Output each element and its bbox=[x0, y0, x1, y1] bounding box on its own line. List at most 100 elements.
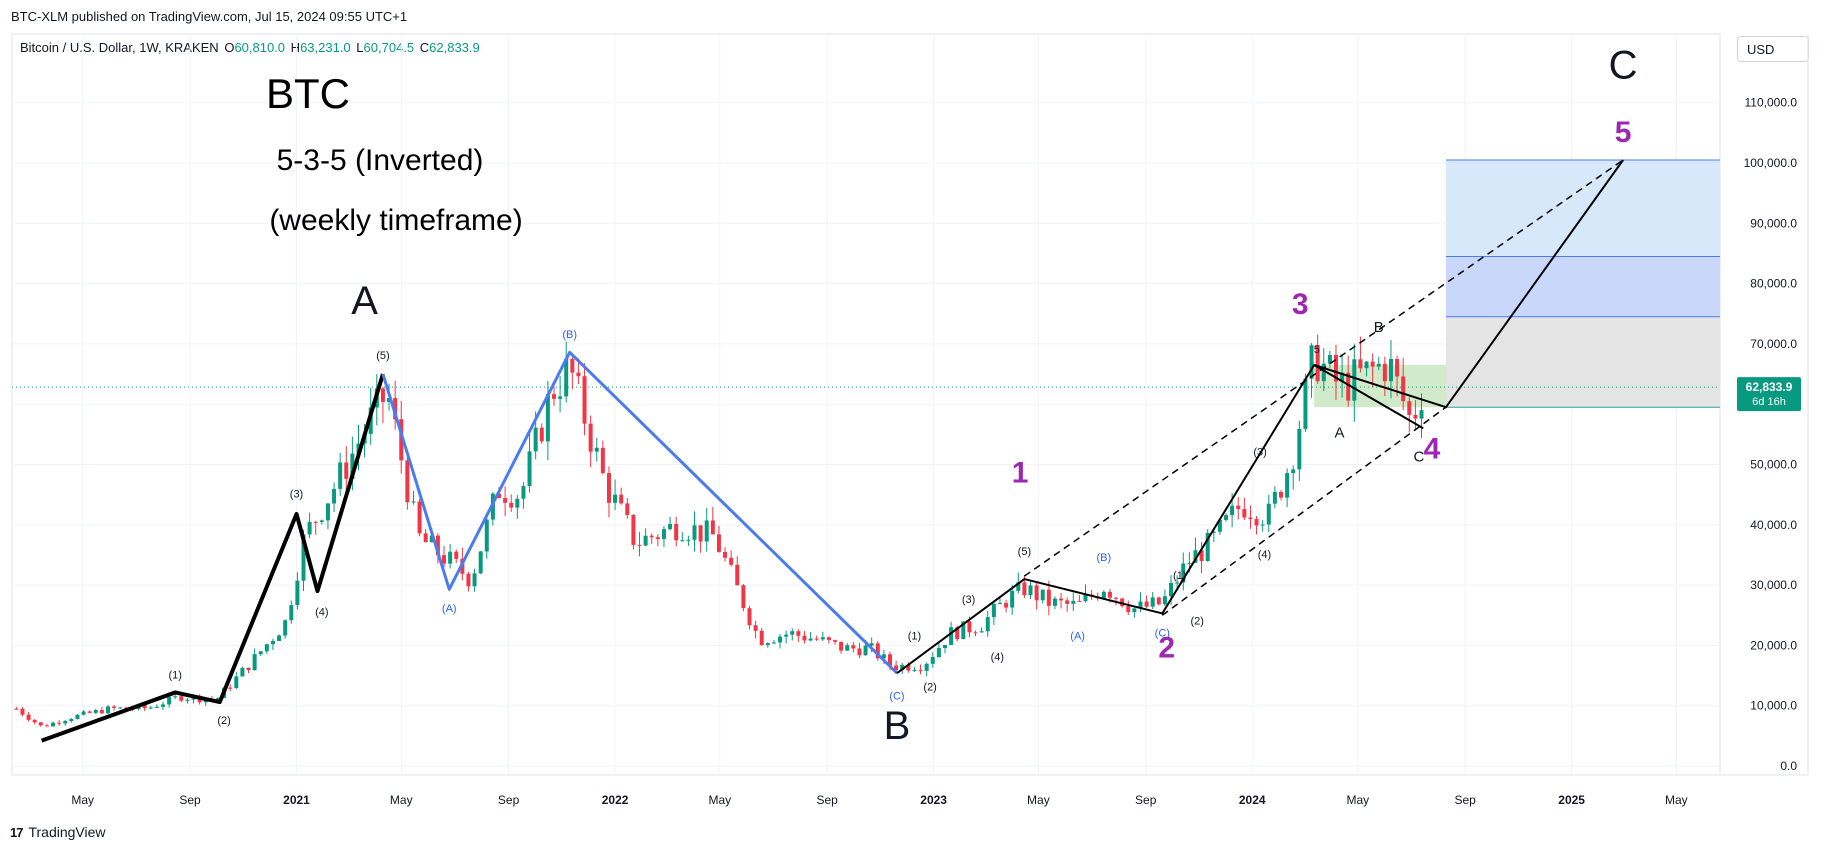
primary-wave-B bbox=[381, 350, 899, 675]
wave-label: 4 bbox=[1424, 432, 1441, 465]
candle-body bbox=[478, 551, 483, 574]
candle-body bbox=[154, 706, 159, 708]
wave-label: (2) bbox=[923, 682, 936, 694]
candle-body bbox=[1028, 585, 1033, 596]
open-label: O bbox=[224, 40, 235, 55]
y-tick-label: 10,000.0 bbox=[1750, 699, 1797, 713]
candle-body bbox=[252, 654, 257, 671]
candle-body bbox=[1016, 582, 1021, 591]
x-tick-label: 2024 bbox=[1239, 793, 1266, 807]
candle-body bbox=[582, 376, 587, 424]
candle-body bbox=[1052, 598, 1057, 606]
candle-body bbox=[1224, 515, 1229, 520]
candle-body bbox=[1297, 428, 1302, 470]
candle-body bbox=[619, 494, 624, 504]
published-header: BTC-XLM published on TradingView.com, Ju… bbox=[11, 9, 408, 24]
wave-label: A bbox=[351, 279, 378, 323]
candle-body bbox=[1181, 563, 1186, 583]
candle-body bbox=[637, 544, 642, 546]
candle-body bbox=[1236, 505, 1241, 510]
candle-body bbox=[839, 641, 844, 651]
candle-body bbox=[295, 580, 300, 606]
candle-body bbox=[1327, 354, 1332, 364]
candle-body bbox=[784, 634, 789, 637]
candle-body bbox=[1376, 363, 1381, 367]
candle-body bbox=[1254, 518, 1259, 526]
wave-label: C bbox=[1413, 448, 1424, 465]
candle-body bbox=[1285, 473, 1290, 498]
candle-body bbox=[1272, 491, 1277, 504]
candle-body bbox=[69, 719, 74, 722]
footer-logo-text[interactable]: TradingView bbox=[28, 824, 106, 840]
candle-body bbox=[319, 520, 324, 522]
candle-body bbox=[173, 696, 178, 698]
candle-body bbox=[417, 501, 422, 534]
candle-body bbox=[1150, 597, 1155, 607]
candle-body bbox=[991, 603, 996, 618]
candle-body bbox=[81, 711, 86, 715]
candle-body bbox=[594, 447, 599, 452]
candle-body bbox=[1034, 585, 1039, 601]
wave-label: (4) bbox=[991, 651, 1004, 663]
candle-body bbox=[1077, 600, 1082, 602]
candle-body bbox=[160, 704, 165, 707]
candle-body bbox=[869, 643, 874, 646]
x-tick-label: May bbox=[708, 793, 731, 807]
candle-body bbox=[63, 721, 68, 724]
candle-body bbox=[283, 620, 288, 636]
x-tick-label: Sep bbox=[1454, 793, 1476, 807]
candle-body bbox=[1395, 359, 1400, 377]
candle-body bbox=[332, 488, 337, 504]
candle-body bbox=[1101, 591, 1106, 599]
candle-body bbox=[454, 551, 459, 559]
candle-body bbox=[179, 696, 184, 701]
candle-body bbox=[1107, 591, 1112, 598]
candle-body bbox=[277, 635, 282, 641]
candle-body bbox=[1187, 562, 1192, 564]
candle-body bbox=[387, 397, 392, 402]
candle-body bbox=[1248, 517, 1253, 519]
candle-body bbox=[1120, 598, 1125, 607]
candle-body bbox=[875, 643, 880, 659]
candle-body bbox=[1370, 361, 1375, 367]
x-tick-label: Sep bbox=[498, 793, 520, 807]
candle-body bbox=[918, 670, 923, 672]
wave-label: (4) bbox=[1258, 549, 1271, 561]
candle-body bbox=[1407, 401, 1412, 415]
open-value: 60,810.0 bbox=[234, 40, 286, 55]
candle-body bbox=[442, 555, 447, 564]
x-tick-label: Sep bbox=[816, 793, 838, 807]
tradingview-logo-icon[interactable]: 17 bbox=[10, 824, 24, 840]
y-tick-label: 90,000.0 bbox=[1750, 216, 1797, 230]
wave-label: 5 bbox=[1615, 116, 1632, 149]
candle-body bbox=[564, 358, 569, 397]
wave-label: (3) bbox=[1253, 446, 1266, 458]
y-tick-label: 50,000.0 bbox=[1750, 458, 1797, 472]
candle-body bbox=[1346, 372, 1351, 401]
candle-body bbox=[435, 535, 440, 556]
candle-body bbox=[14, 708, 19, 710]
currency-button[interactable]: USD bbox=[1737, 36, 1809, 62]
candle-body bbox=[1315, 345, 1320, 382]
candle-body bbox=[380, 388, 385, 402]
candle-body bbox=[1260, 524, 1265, 526]
wave-label: 2 bbox=[1158, 631, 1175, 664]
candle-body bbox=[1144, 601, 1149, 607]
price-badge-countdown: 6d 16h bbox=[1752, 396, 1786, 408]
candle-body bbox=[148, 707, 153, 709]
wave-label: (B) bbox=[562, 329, 577, 341]
candle-body bbox=[26, 714, 31, 720]
wave-label: B bbox=[1374, 319, 1384, 336]
candle-body bbox=[668, 523, 673, 530]
candle-body bbox=[710, 520, 715, 535]
candle-body bbox=[1230, 505, 1235, 516]
candle-body bbox=[649, 535, 654, 538]
target-zone-blue bbox=[1445, 256, 1720, 317]
candle-body bbox=[1278, 491, 1283, 498]
candle-body bbox=[20, 708, 25, 715]
candle-body bbox=[942, 644, 947, 648]
candle-body bbox=[808, 638, 813, 641]
wave-label: (5) bbox=[376, 350, 389, 362]
candle-body bbox=[106, 706, 111, 714]
